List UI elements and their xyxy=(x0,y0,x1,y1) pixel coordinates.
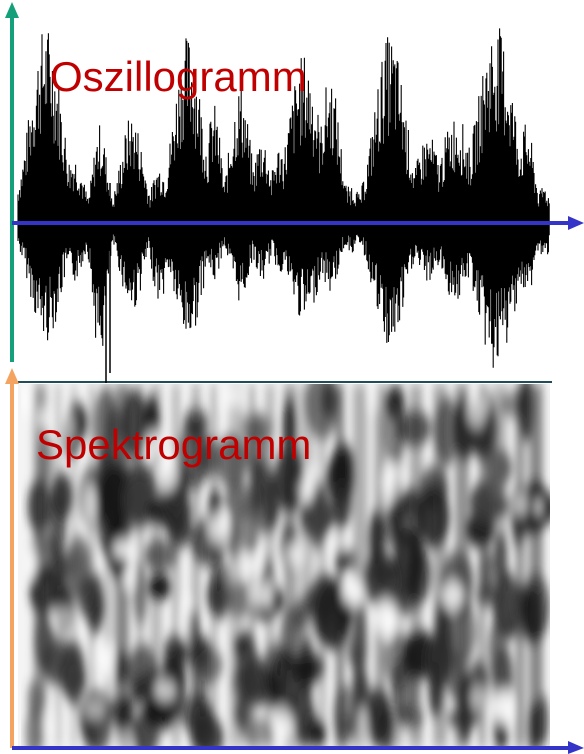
spectrogram-label: Spektrogramm xyxy=(36,421,312,468)
oscillogram-label: Oszillogramm xyxy=(50,53,307,100)
arrow-head-icon xyxy=(568,741,584,754)
spectrogram-image xyxy=(21,384,550,748)
arrow-head-icon xyxy=(568,216,584,230)
spectrogram-frequency-axis xyxy=(5,368,19,748)
spectrogram-panel xyxy=(18,381,552,748)
arrow-head-icon xyxy=(5,2,19,18)
oscillogram-amplitude-axis xyxy=(5,2,19,362)
spectrogram-time-axis xyxy=(12,741,584,754)
oscillogram-time-axis xyxy=(12,216,584,230)
arrow-head-icon xyxy=(5,368,19,384)
